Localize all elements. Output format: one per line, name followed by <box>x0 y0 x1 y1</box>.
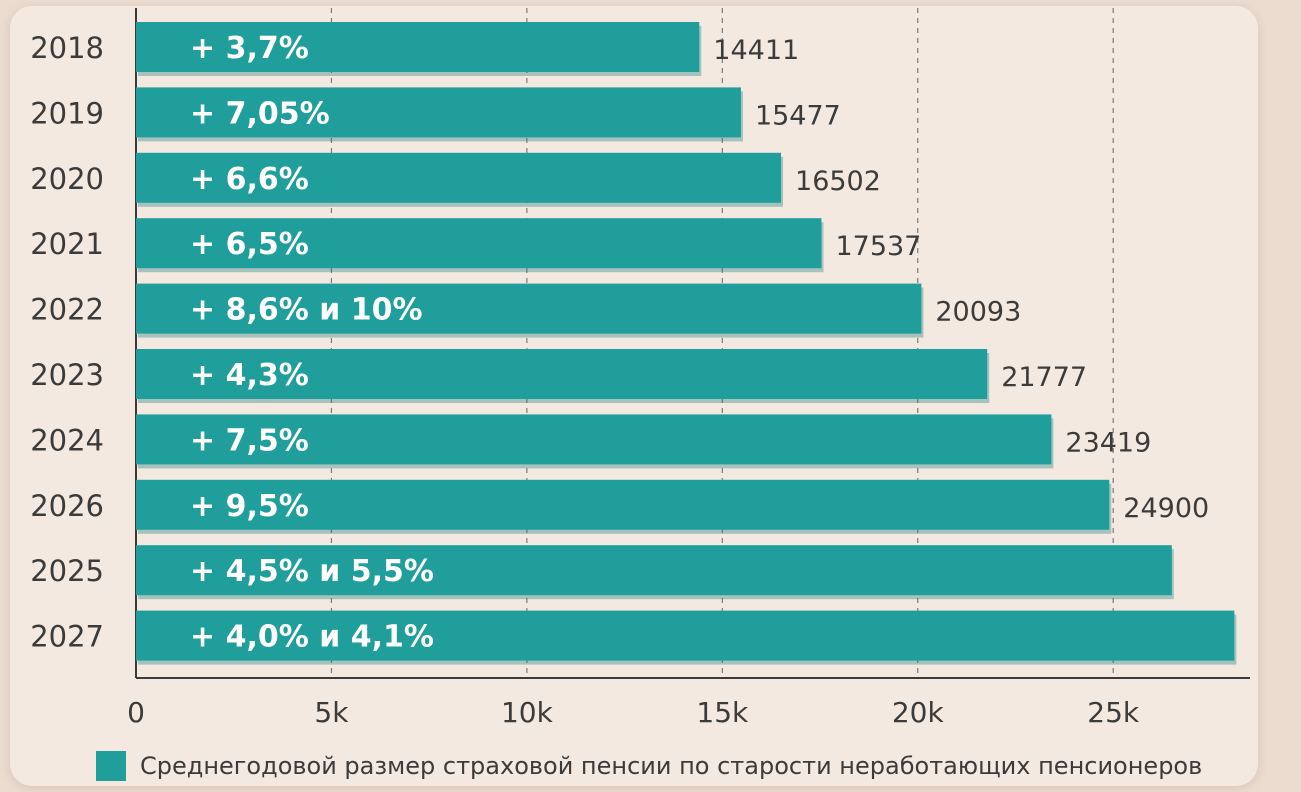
bar-label: + 7,5% <box>190 423 309 458</box>
bar <box>136 283 922 334</box>
data-label: 16502 <box>795 166 881 197</box>
data-label: 23419 <box>1065 427 1151 458</box>
legend: Среднегодовой размер страховой пенсии по… <box>96 746 1202 786</box>
data-label: 20093 <box>935 297 1021 328</box>
legend-label: Среднегодовой размер страховой пенсии по… <box>140 752 1203 780</box>
x-tick-label: 5k <box>314 696 349 729</box>
bar <box>136 414 1052 465</box>
bar-label: + 8,6% и 10% <box>190 293 423 328</box>
x-tick-label: 20k <box>892 696 945 729</box>
category-label: 2023 <box>30 358 104 392</box>
bar-label: + 9,5% <box>190 489 309 524</box>
category-label: 2024 <box>30 423 104 457</box>
x-tick-label: 10k <box>501 696 554 729</box>
category-label: 2020 <box>30 162 104 196</box>
bar <box>136 479 1110 530</box>
category-label: 2021 <box>30 227 104 261</box>
data-label: 14411 <box>713 35 799 66</box>
data-label: 17537 <box>835 231 921 262</box>
category-label: 2022 <box>30 293 104 327</box>
bar-label: + 4,5% и 5,5% <box>190 554 434 589</box>
bar <box>136 349 988 399</box>
legend-swatch <box>96 751 126 781</box>
bar <box>136 152 782 203</box>
category-label: 2019 <box>30 96 104 130</box>
bar <box>136 545 1172 596</box>
x-tick-label: 0 <box>127 696 145 729</box>
category-label: 2027 <box>30 620 104 654</box>
category-label: 2025 <box>30 554 104 588</box>
x-tick-label: 15k <box>696 696 749 729</box>
category-label: 2018 <box>30 31 104 65</box>
data-label: 24900 <box>1123 493 1209 524</box>
bar <box>136 610 1235 661</box>
bar <box>136 87 741 138</box>
data-label: 21777 <box>1001 362 1087 393</box>
bar-label: + 4,3% <box>190 358 309 393</box>
bar <box>136 218 822 269</box>
bar <box>136 22 700 72</box>
data-label: 15477 <box>755 100 841 131</box>
bar-label: + 6,6% <box>190 162 309 197</box>
bar-label: + 4,0% и 4,1% <box>190 620 434 655</box>
bar-label: + 3,7% <box>190 31 309 66</box>
category-label: 2026 <box>30 489 104 523</box>
bar-label: + 7,05% <box>190 96 330 131</box>
x-tick-label: 25k <box>1087 696 1140 729</box>
bar-label: + 6,5% <box>190 227 309 262</box>
